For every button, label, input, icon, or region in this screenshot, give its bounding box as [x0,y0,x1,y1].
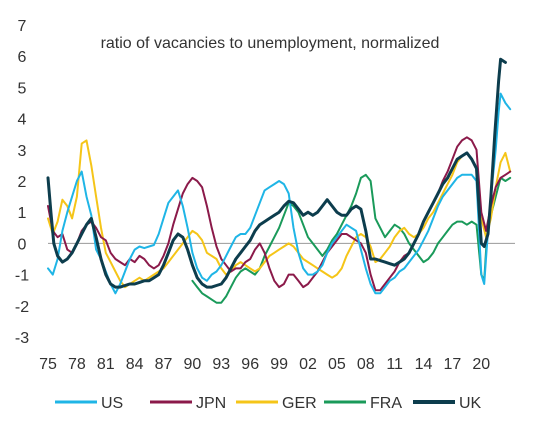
legend-label-ger: GER [282,395,317,412]
y-tick-label: 3 [18,143,27,160]
y-tick-label: 7 [18,18,27,35]
x-tick-label: 17 [444,356,462,373]
series-line-uk [46,57,507,289]
legend: US JPN GER FRA UK [55,395,482,412]
legend-label-us: US [101,395,123,412]
x-tick-label: 11 [386,356,403,373]
x-tick-label: 75 [39,356,57,373]
series-lines [46,57,512,304]
x-tick-label: 81 [97,356,115,373]
x-tick-label: 90 [184,356,202,373]
y-tick-label: 4 [18,112,27,129]
y-tick-label: 5 [18,80,27,97]
x-tick-label: 96 [241,356,259,373]
y-tick-label: -3 [15,330,29,347]
y-tick-label: 0 [18,236,27,253]
y-tick-label: 6 [18,49,27,66]
chart-title: ratio of vacancies to unemployment, norm… [101,35,440,52]
y-tick-label: -1 [15,268,29,285]
x-tick-label: 93 [212,356,230,373]
x-tick-label: 20 [472,356,490,373]
series-line-us [47,92,512,295]
x-tick-label: 05 [328,356,346,373]
x-tick-label: 14 [415,356,433,373]
y-tick-label: -2 [15,299,29,316]
series-line-ger [47,139,512,289]
legend-label-uk: UK [459,395,482,412]
y-tick-label: 2 [18,174,27,191]
legend-label-fra: FRA [370,395,402,412]
x-tick-label: 84 [126,356,144,373]
x-tick-label: 99 [270,356,288,373]
legend-label-jpn: JPN [196,395,226,412]
x-tick-label: 87 [155,356,173,373]
x-axis: 75 78 81 84 87 90 93 96 99 02 05 08 11 14 17 20 [39,356,490,373]
x-tick-label: 78 [68,356,86,373]
series-line-fra [191,173,512,304]
y-tick-label: 1 [18,205,27,222]
x-tick-label: 08 [357,356,375,373]
y-axis: -3 -2 -1 0 1 2 3 4 5 6 7 [15,18,29,347]
x-tick-label: 02 [299,356,317,373]
